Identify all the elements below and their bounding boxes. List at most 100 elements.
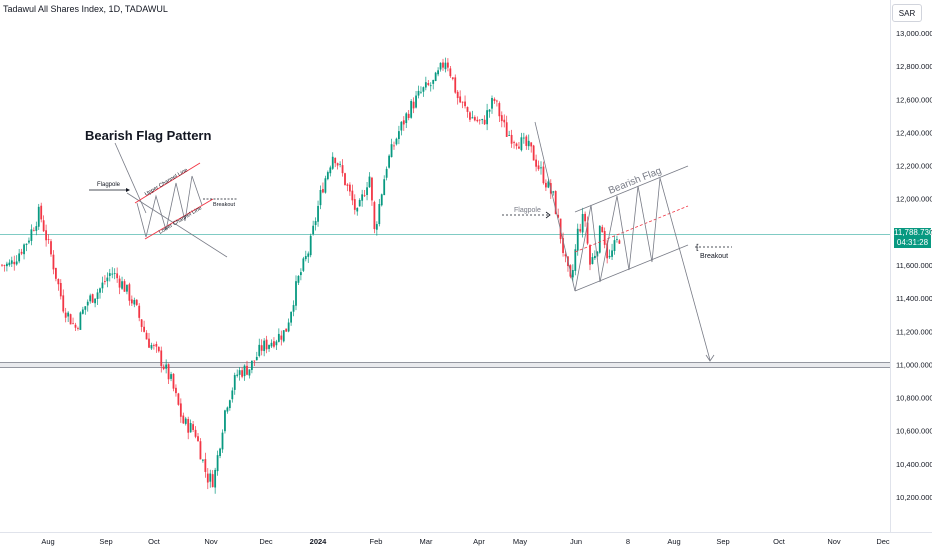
candle-body: [498, 103, 501, 117]
candle-body: [167, 364, 170, 380]
candle-body: [268, 345, 270, 349]
candle-body: [35, 226, 38, 231]
time-tick-label: Dec: [259, 537, 273, 546]
candle-body: [42, 220, 45, 232]
candle-body: [491, 97, 493, 109]
candle-body: [375, 224, 378, 230]
candle-body: [317, 205, 319, 222]
candle-body: [101, 282, 104, 289]
candle-body: [62, 295, 65, 312]
schematic-lower-line: [144, 198, 214, 240]
candle-body: [589, 245, 591, 265]
candle-body: [91, 294, 94, 303]
candle-body: [270, 342, 273, 347]
breakout-label: Breakout: [700, 253, 728, 260]
candle-body: [23, 244, 25, 255]
price-tick-label: 11,000.000: [896, 360, 932, 369]
candle-body: [292, 305, 295, 312]
candle-body: [380, 194, 383, 206]
support-zone: [0, 362, 890, 368]
candle-body: [148, 338, 150, 348]
time-tick-label: Aug: [667, 537, 680, 546]
candle-body: [64, 312, 67, 318]
candle-body: [500, 115, 503, 122]
price-tick-label: 10,200.000: [896, 493, 932, 502]
candle-body: [126, 284, 128, 292]
candle-body: [390, 144, 393, 158]
candle-body: [349, 184, 351, 192]
candle-body: [420, 91, 422, 93]
candle-body: [339, 163, 341, 165]
time-tick-label: Oct: [773, 537, 786, 546]
candle-body: [584, 213, 586, 222]
candle-body: [194, 429, 197, 437]
candle-body: [241, 370, 243, 377]
candle-body: [300, 272, 302, 276]
candle-body: [442, 62, 444, 68]
candle-body: [314, 221, 317, 226]
candle-body: [211, 474, 214, 488]
price-tick-label: 11,400.000: [896, 294, 932, 303]
currency-button[interactable]: SAR: [892, 4, 922, 22]
candle-body: [601, 226, 604, 233]
candle-body: [20, 251, 23, 254]
candle-body: [378, 204, 381, 225]
candle-body: [532, 145, 535, 161]
schematic-upper-line: [134, 162, 201, 204]
target-arrowhead-icon: [705, 354, 715, 362]
candle-body: [439, 62, 442, 70]
schematic-arrowhead-icon: [126, 188, 130, 192]
candle-body: [510, 134, 513, 144]
candle-body: [145, 332, 148, 340]
candle-body: [89, 295, 92, 302]
candle-body: [30, 229, 33, 241]
schematic-upper-label: Upper Channel Line: [144, 167, 189, 197]
candle-body: [96, 292, 99, 299]
candle-body: [603, 231, 606, 245]
schematic-title: Bearish Flag Pattern: [85, 128, 211, 143]
price-tick-label: 11,600.000: [896, 261, 932, 270]
price-axis[interactable]: 13,000.000 12,800.000 12,600.000 12,400.000…: [896, 29, 932, 502]
candle-body: [429, 85, 432, 87]
time-axis[interactable]: Aug Sep Oct Nov Dec 2024 Feb Mar Apr May Jun 8 Aug Se…: [41, 537, 890, 546]
candle-body: [28, 240, 30, 243]
candle-body: [451, 77, 454, 79]
candle-body: [15, 261, 18, 265]
price-tick-label: 12,800.000: [896, 62, 932, 71]
candle-body: [393, 145, 395, 147]
candle-body: [214, 469, 217, 488]
candle-body: [383, 179, 386, 196]
candle-body: [466, 107, 469, 112]
candle-body: [37, 206, 40, 227]
candle-body: [209, 473, 212, 482]
schematic-pole: [114, 142, 147, 214]
candle-body: [361, 194, 364, 201]
candle-body: [187, 419, 190, 433]
candle-body: [324, 178, 327, 193]
candle-body: [10, 260, 13, 264]
candle-body: [216, 455, 219, 472]
candle-body: [545, 182, 547, 188]
candle-body: [67, 312, 70, 317]
candle-body: [564, 254, 567, 257]
price-tick-label: 10,800.000: [896, 394, 932, 403]
candle-body: [427, 83, 430, 86]
current-price-value: 11,788.730: [894, 228, 932, 237]
candle-body: [204, 459, 207, 472]
candle-body: [471, 117, 474, 119]
candle-body: [140, 319, 143, 327]
candle-body: [432, 79, 435, 84]
candle-body: [513, 142, 515, 143]
candle-body: [59, 283, 62, 297]
candle-body: [260, 345, 263, 351]
candle-body: [459, 96, 462, 103]
candle-body: [476, 119, 479, 122]
candle-body: [535, 159, 537, 167]
price-tick-label: 12,400.000: [896, 128, 932, 137]
candle-body: [434, 72, 437, 82]
candle-body: [483, 119, 486, 125]
candle-body: [150, 345, 153, 349]
candle-body: [52, 254, 55, 270]
candle-body: [295, 281, 297, 306]
